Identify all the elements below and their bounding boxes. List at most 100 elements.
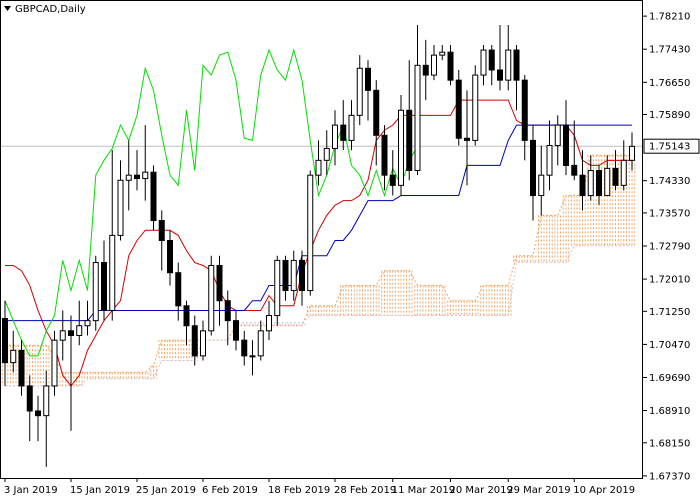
candle-body — [233, 320, 239, 341]
x-tick-label: 10 Apr 2019 — [573, 485, 635, 496]
candle-body — [406, 109, 413, 172]
candle-body — [158, 220, 165, 241]
candle-body — [68, 330, 74, 336]
y-tick-label: 1.70470 — [649, 340, 690, 351]
x-tick-label: 28 Feb 2019 — [334, 485, 396, 496]
plot-layer — [0, 25, 643, 467]
candle-body — [117, 179, 124, 236]
y-tick-label: 1.68910 — [649, 406, 690, 417]
last-price-box — [643, 138, 700, 154]
candle-body — [505, 49, 512, 81]
candle-body — [521, 79, 528, 141]
x-tick-label: 15 Jan 2019 — [70, 485, 130, 496]
candle-body — [43, 385, 50, 417]
candle-body — [26, 385, 33, 412]
candle-body — [513, 49, 520, 81]
candle-body — [563, 124, 569, 166]
candle-body — [389, 174, 396, 186]
y-tick-label: 1.77430 — [649, 45, 690, 56]
candle-body — [307, 174, 314, 292]
candle-body — [620, 159, 627, 186]
candle-body — [447, 51, 454, 81]
y-tick-label: 1.72010 — [649, 275, 690, 286]
candle-body — [18, 349, 25, 387]
candle-body — [274, 259, 281, 317]
candle-body — [629, 145, 635, 161]
candle-body — [125, 174, 132, 181]
candle-body — [497, 69, 503, 81]
candle-body — [109, 234, 116, 311]
candle-body — [472, 74, 479, 141]
candle-body — [332, 124, 338, 149]
candle-body — [175, 272, 182, 307]
x-tick-label: 3 Jan 2019 — [4, 485, 58, 496]
candle-body — [340, 124, 347, 141]
y-tick-label: 1.68150 — [649, 438, 690, 449]
candle-body — [51, 339, 58, 387]
candle-body — [439, 51, 446, 56]
candle-body — [596, 170, 602, 197]
candle-body — [604, 167, 611, 197]
candle-body — [414, 64, 421, 172]
candle-body — [282, 259, 289, 292]
y-tick-label: 1.75890 — [649, 110, 690, 121]
candle-body — [381, 134, 388, 176]
candle-body — [2, 318, 8, 364]
candle-body — [373, 89, 380, 136]
candle-body — [290, 259, 297, 292]
candle-body — [455, 79, 462, 139]
candle-body — [191, 325, 198, 357]
indicator-line — [4, 48, 418, 357]
y-tick-label: 1.78210 — [649, 12, 690, 23]
cloud-span — [5, 245, 632, 387]
candle-body — [530, 139, 536, 197]
chart-title: GBPCAD,Daily — [15, 4, 86, 15]
candle-body — [315, 159, 322, 176]
candle-body — [422, 64, 429, 76]
candle-body — [208, 265, 215, 332]
candle-body — [266, 315, 272, 332]
candle-body — [323, 147, 330, 161]
candle-body — [538, 174, 545, 197]
candle-body — [431, 54, 437, 76]
x-tick-label: 29 Mar 2019 — [507, 485, 570, 496]
x-tick-label: 11 Mar 2019 — [392, 485, 455, 496]
candle-body — [59, 330, 66, 341]
candle-body — [10, 349, 17, 364]
y-tick-label: 1.67370 — [649, 471, 690, 482]
candle-body — [579, 174, 586, 197]
candle-body — [200, 330, 206, 357]
candle-body — [101, 262, 107, 311]
candle-body — [348, 114, 355, 141]
candle-body — [224, 300, 231, 322]
y-tick-label: 1.74330 — [649, 176, 690, 187]
candle-body — [571, 164, 578, 176]
candle-body — [356, 67, 363, 116]
candle-body — [167, 239, 173, 274]
x-tick-label: 6 Feb 2019 — [202, 485, 258, 496]
last-price-label: 1.75143 — [649, 142, 690, 153]
candle-body — [257, 330, 264, 357]
candle-body — [398, 109, 404, 186]
candle-body — [554, 124, 561, 146]
candle-body — [546, 144, 553, 176]
menu-triangle — [4, 6, 11, 11]
candle-body — [612, 167, 619, 186]
candle-body — [464, 137, 470, 141]
y-tick-label: 1.69690 — [649, 373, 690, 384]
candle-body — [142, 171, 149, 180]
x-tick-label: 20 Mar 2019 — [450, 485, 513, 496]
candle-body — [249, 355, 256, 358]
candle-body — [587, 170, 594, 197]
candle-body — [480, 49, 487, 76]
candle-body — [183, 305, 190, 327]
candle-body — [35, 410, 41, 417]
y-tick-label: 1.76650 — [649, 78, 690, 89]
candle-body — [76, 325, 83, 336]
y-tick-label: 1.71250 — [649, 307, 690, 318]
candle-body — [365, 67, 371, 91]
y-tick-label: 1.72790 — [649, 241, 690, 252]
